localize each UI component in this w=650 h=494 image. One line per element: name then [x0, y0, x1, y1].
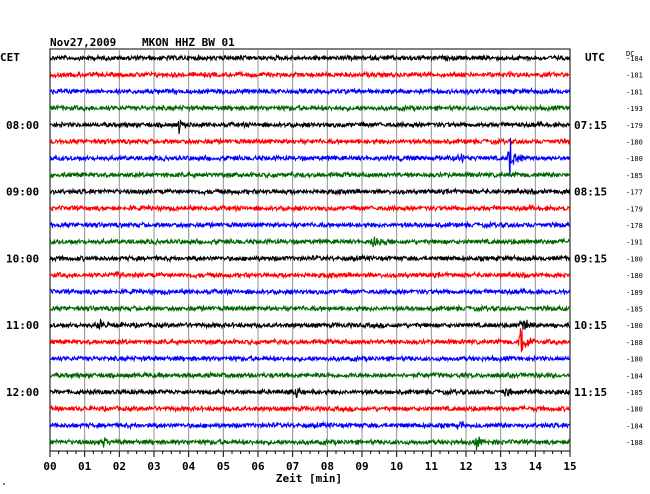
label-layer: -184 -181 -181 -193 -179 -180 -180 -185 -177 -179… — [6, 55, 643, 447]
dc-offset-label: -184 — [626, 372, 643, 380]
dc-offset-label: -180 — [626, 272, 643, 280]
x-tick-label: 15 — [563, 460, 576, 473]
dc-offset-label: -180 — [626, 255, 643, 263]
x-tick-label: 04 — [182, 460, 196, 473]
seismic-trace — [49, 119, 571, 135]
chart-date: Nov27,2009 — [50, 36, 116, 49]
seismic-trace — [49, 53, 571, 63]
x-tick-label: 02 — [113, 460, 126, 473]
left-timezone-label: CET — [0, 51, 20, 64]
dc-offset-label: -184 — [626, 422, 643, 430]
seismic-trace — [49, 236, 571, 248]
seismic-trace — [49, 137, 571, 177]
left-time-label: 08:00 — [6, 119, 39, 132]
x-tick-label: 00 — [43, 460, 56, 473]
dc-offset-label: -179 — [626, 122, 643, 130]
x-tick-label: 01 — [78, 460, 92, 473]
x-axis-label: Zeit [min] — [276, 472, 342, 485]
dc-header-label: DC — [626, 50, 634, 58]
right-time-label: 10:15 — [574, 319, 607, 332]
dc-offset-label: -188 — [626, 439, 643, 447]
trace-layer — [49, 53, 571, 451]
x-tick-label: 13 — [494, 460, 507, 473]
seismic-trace — [49, 86, 571, 96]
plot-grid — [49, 48, 571, 452]
seismic-trace — [49, 136, 571, 146]
dc-offset-label: -179 — [626, 205, 643, 213]
dc-offset-label: -180 — [626, 155, 643, 163]
x-tick-label: 14 — [529, 460, 543, 473]
corner-mark: " — [2, 482, 6, 490]
dc-offset-label: -189 — [626, 289, 643, 297]
dc-offset-label: -180 — [626, 356, 643, 364]
seismic-trace — [49, 318, 571, 330]
seismic-trace — [49, 170, 571, 180]
dc-offset-label: -180 — [626, 139, 643, 147]
seismic-trace — [49, 370, 571, 380]
left-time-label: 10:00 — [6, 252, 39, 265]
seismic-trace — [49, 404, 571, 414]
x-tick-label: 11 — [425, 460, 439, 473]
seismic-trace — [49, 186, 571, 197]
left-time-label: 12:00 — [6, 386, 39, 399]
dc-offset-label: -193 — [626, 105, 643, 113]
x-tick-label: 12 — [459, 460, 472, 473]
x-tick-label: 10 — [390, 460, 403, 473]
dc-offset-label: -188 — [626, 339, 643, 347]
x-tick-label: 07 — [286, 460, 299, 473]
dc-offset-label: -181 — [626, 88, 643, 96]
seismic-trace — [49, 70, 571, 80]
seismic-trace — [49, 287, 571, 297]
seismic-trace — [49, 103, 571, 113]
dc-offset-label: -181 — [626, 72, 643, 80]
x-tick-label: 09 — [355, 460, 368, 473]
seismic-trace — [49, 253, 571, 264]
right-time-label: 09:15 — [574, 252, 607, 265]
dc-offset-label: -185 — [626, 389, 643, 397]
dc-offset-label: -178 — [626, 222, 643, 230]
dc-offset-label: -191 — [626, 239, 643, 247]
right-time-label: 07:15 — [574, 119, 607, 132]
dc-offset-label: -180 — [626, 406, 643, 414]
dc-offset-label: -184 — [626, 55, 643, 63]
x-axis: 00 01 02 03 04 05 06 07 08 09 10 11 12 13 14 15 — [43, 451, 577, 473]
right-time-label: 11:15 — [574, 386, 607, 399]
chart-station: MKON HHZ BW 01 — [142, 36, 235, 49]
right-time-label: 08:15 — [574, 186, 607, 199]
x-tick-label: 05 — [217, 460, 230, 473]
seismic-trace — [49, 354, 571, 364]
seismic-trace — [49, 387, 571, 399]
x-tick-label: 06 — [251, 460, 265, 473]
dc-offset-label: -177 — [626, 189, 643, 197]
right-timezone-label: UTC — [585, 51, 605, 64]
seismic-trace — [49, 420, 571, 431]
seismic-trace — [49, 328, 571, 353]
seismic-trace — [49, 220, 571, 230]
seismic-trace — [49, 303, 571, 313]
dc-offset-label: -185 — [626, 172, 643, 180]
left-time-label: 11:00 — [6, 319, 39, 332]
dc-offset-label: -185 — [626, 306, 643, 314]
dc-offset-label: -180 — [626, 322, 643, 330]
seismic-trace — [49, 436, 571, 451]
x-tick-label: 03 — [147, 460, 160, 473]
seismic-trace — [49, 203, 571, 213]
left-time-label: 09:00 — [6, 186, 39, 199]
x-tick-label: 08 — [321, 460, 334, 473]
seismic-trace — [49, 270, 571, 280]
